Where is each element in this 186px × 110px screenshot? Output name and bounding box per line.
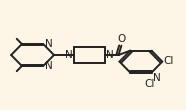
- Text: N: N: [106, 50, 114, 60]
- Text: N: N: [45, 39, 52, 49]
- Text: N: N: [45, 61, 52, 71]
- Text: N: N: [153, 73, 160, 83]
- Text: N: N: [65, 50, 72, 60]
- Text: O: O: [118, 34, 126, 44]
- Text: Cl: Cl: [145, 79, 155, 89]
- Text: Cl: Cl: [164, 56, 174, 66]
